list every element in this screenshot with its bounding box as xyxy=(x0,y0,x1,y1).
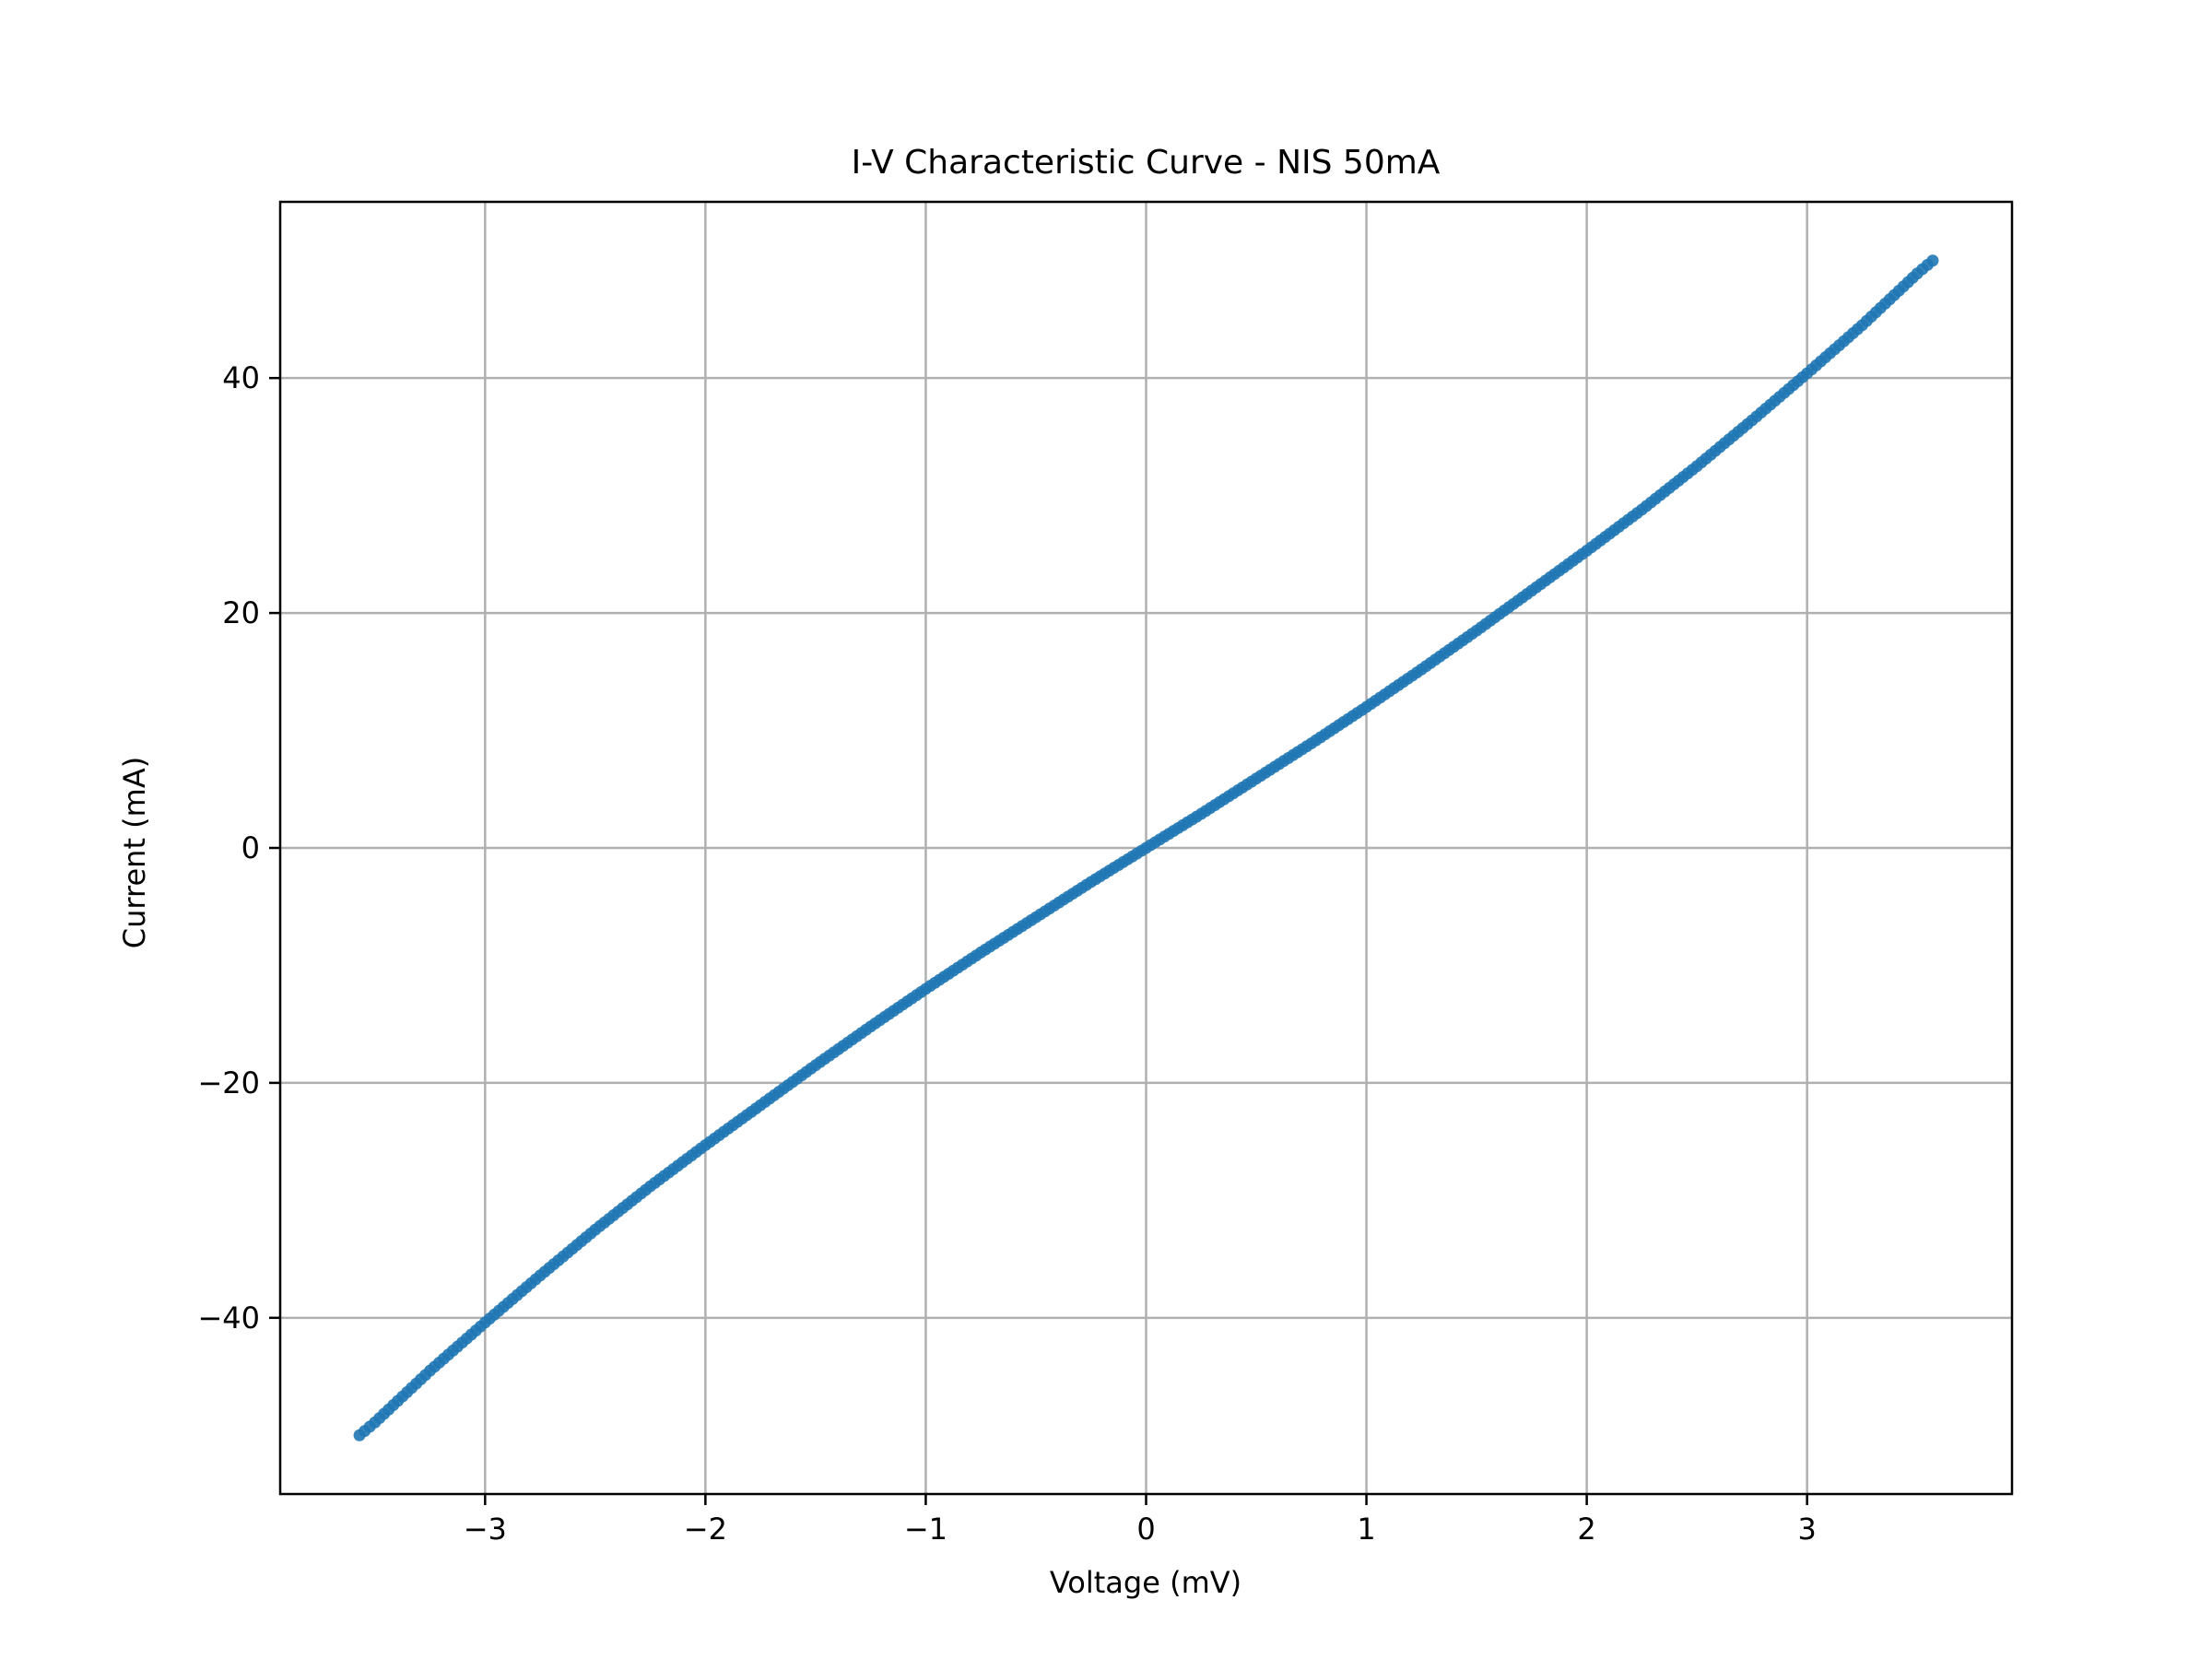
data-series xyxy=(353,254,1939,1441)
x-tick-label: −2 xyxy=(684,1512,727,1547)
data-point xyxy=(1926,254,1939,267)
x-tick-label: 1 xyxy=(1357,1512,1375,1547)
y-tick-label: −40 xyxy=(197,1300,260,1335)
y-tick-label: 40 xyxy=(222,360,260,395)
axis-ticks: −3 −2 −1 0 1 2 3 −40 −20 0 20 40 xyxy=(197,360,1816,1547)
x-tick-label: −3 xyxy=(464,1512,507,1547)
x-tick-label: −1 xyxy=(904,1512,947,1547)
x-tick-label: 3 xyxy=(1797,1512,1816,1547)
y-tick-label: 20 xyxy=(222,595,260,630)
grid-lines xyxy=(280,202,2012,1494)
y-tick-label: −20 xyxy=(197,1065,260,1100)
x-tick-label: 0 xyxy=(1136,1512,1155,1547)
y-axis-label: Current (mA) xyxy=(117,757,152,948)
y-tick-label: 0 xyxy=(241,830,260,865)
x-axis-label: Voltage (mV) xyxy=(1050,1565,1241,1600)
x-tick-label: 2 xyxy=(1577,1512,1595,1547)
chart-title: I-V Characteristic Curve - NIS 50mA xyxy=(852,144,1441,182)
